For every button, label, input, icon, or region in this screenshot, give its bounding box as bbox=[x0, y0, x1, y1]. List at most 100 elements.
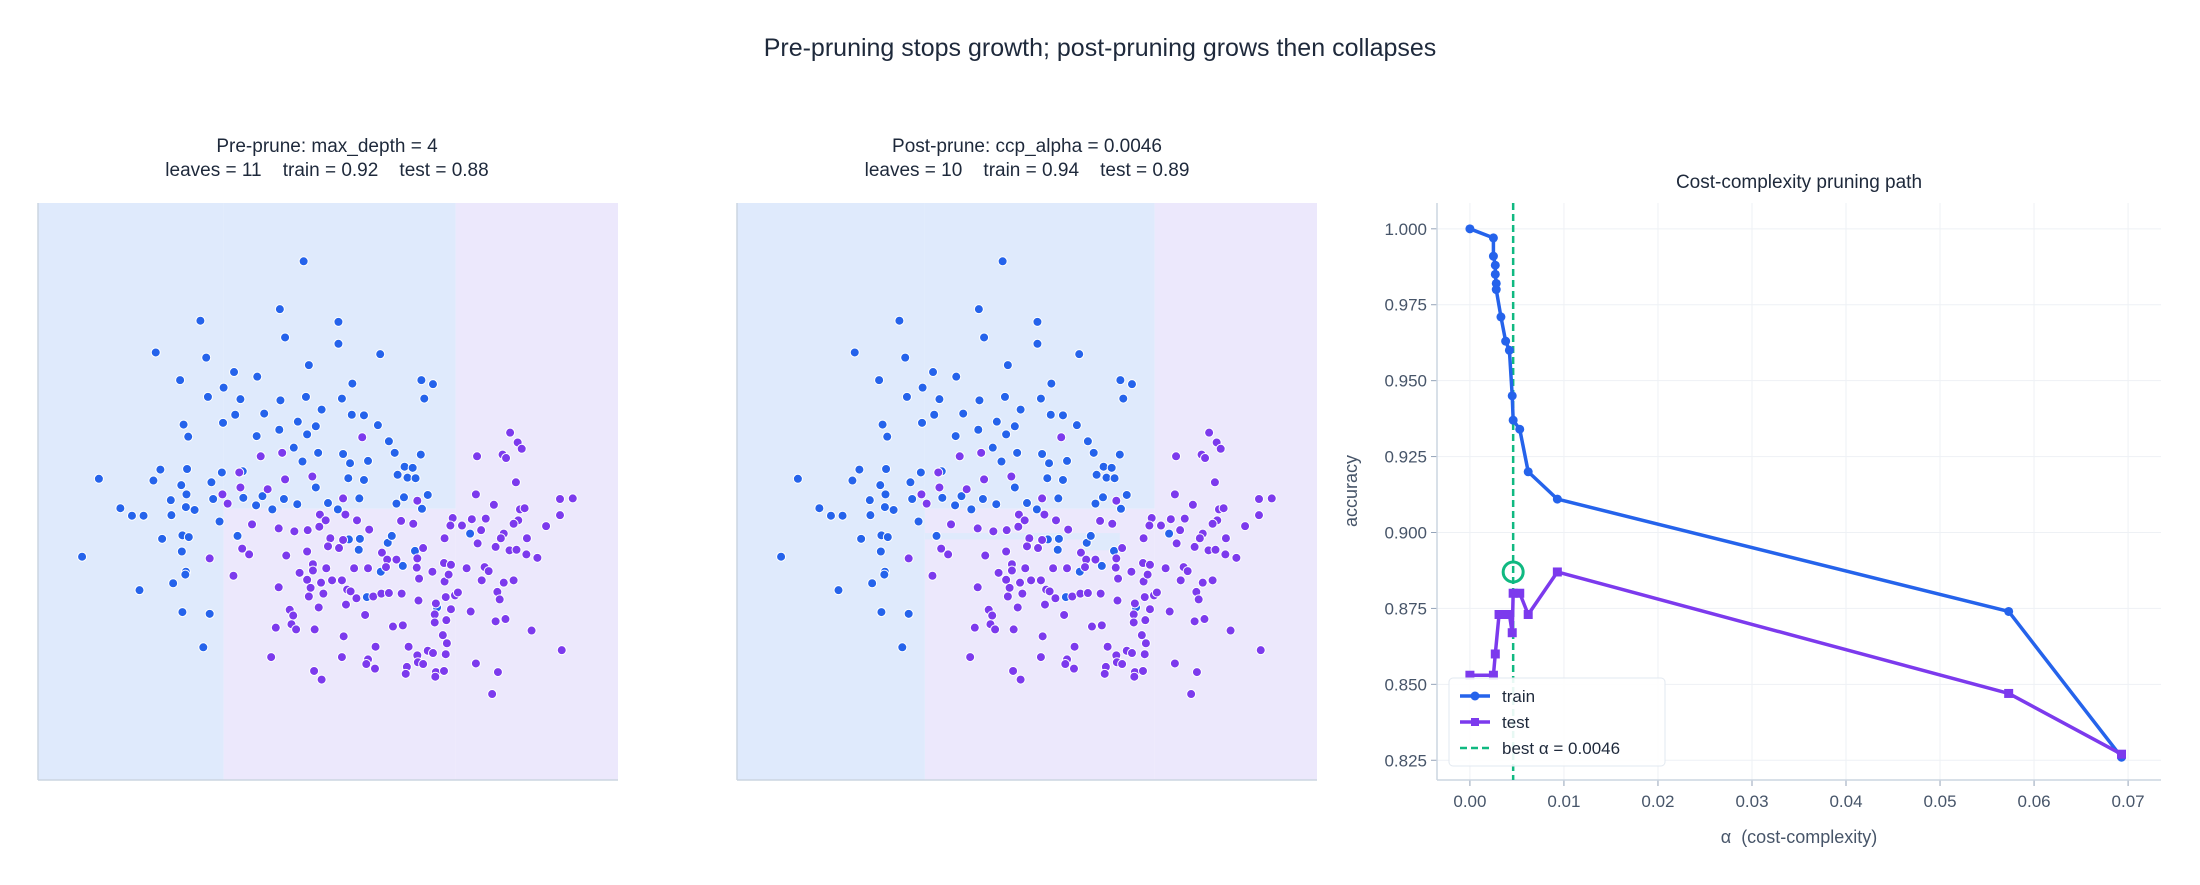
data-point-class1 bbox=[396, 588, 407, 599]
data-point-class0 bbox=[1032, 338, 1043, 349]
data-point-class0 bbox=[934, 394, 945, 405]
data-point-class1 bbox=[1037, 493, 1048, 504]
data-point-class1 bbox=[1020, 563, 1031, 574]
data-point-class1 bbox=[1099, 668, 1110, 679]
data-point-class0 bbox=[881, 463, 892, 474]
series-test-marker bbox=[1504, 609, 1514, 619]
data-point-class0 bbox=[999, 391, 1010, 402]
data-point-class1 bbox=[1204, 427, 1215, 438]
data-point-class1 bbox=[1095, 588, 1106, 599]
data-point-class0 bbox=[1044, 458, 1055, 469]
data-point-class0 bbox=[216, 467, 227, 478]
data-point-class1 bbox=[383, 588, 394, 599]
data-point-class1 bbox=[280, 474, 291, 485]
data-point-class1 bbox=[1175, 575, 1186, 586]
data-point-class1 bbox=[1063, 524, 1074, 535]
data-point-class1 bbox=[466, 514, 477, 525]
series-test-marker bbox=[1507, 628, 1517, 638]
data-point-class0 bbox=[1115, 375, 1126, 386]
data-point-class1 bbox=[1197, 577, 1208, 588]
data-point-class1 bbox=[403, 641, 414, 652]
data-point-class1 bbox=[476, 575, 487, 586]
data-point-class1 bbox=[1171, 538, 1182, 549]
data-point-class0 bbox=[814, 503, 825, 514]
data-point-class1 bbox=[1144, 520, 1155, 531]
data-point-class1 bbox=[1220, 533, 1231, 544]
data-point-class1 bbox=[427, 566, 438, 577]
data-point-class0 bbox=[854, 464, 865, 475]
data-point-class0 bbox=[1164, 528, 1175, 539]
data-point-class0 bbox=[347, 378, 358, 389]
data-point-class1 bbox=[244, 549, 255, 560]
y-axis-label: accuracy bbox=[1341, 455, 1361, 527]
data-point-class0 bbox=[195, 315, 206, 326]
data-point-class1 bbox=[228, 570, 239, 581]
data-point-class1 bbox=[972, 582, 983, 593]
data-point-class1 bbox=[441, 638, 452, 649]
data-point-class1 bbox=[338, 631, 349, 642]
data-point-class1 bbox=[487, 689, 498, 700]
data-point-class0 bbox=[343, 473, 354, 484]
data-point-class0 bbox=[278, 494, 289, 505]
data-point-class1 bbox=[1095, 515, 1106, 526]
data-point-class1 bbox=[1037, 534, 1048, 545]
series-test-marker bbox=[1465, 670, 1475, 680]
data-point-class1 bbox=[1068, 663, 1079, 674]
data-point-class1 bbox=[508, 575, 519, 586]
data-point-class1 bbox=[413, 595, 424, 606]
data-point-class1 bbox=[1240, 521, 1251, 532]
data-point-class0 bbox=[134, 585, 145, 596]
data-point-class1 bbox=[445, 604, 456, 615]
data-point-class1 bbox=[1199, 614, 1210, 625]
data-point-class0 bbox=[979, 332, 990, 343]
data-point-class1 bbox=[437, 630, 448, 641]
data-point-class0 bbox=[973, 304, 984, 315]
data-point-class0 bbox=[251, 500, 262, 511]
x-tick-label: 0.01 bbox=[1547, 792, 1580, 811]
scatter-plot-area bbox=[736, 203, 1317, 781]
data-point-class1 bbox=[1126, 566, 1137, 577]
data-point-class0 bbox=[958, 408, 969, 419]
data-point-class0 bbox=[928, 367, 939, 378]
data-point-class1 bbox=[1086, 621, 1097, 632]
data-point-class0 bbox=[288, 442, 299, 453]
data-point-class1 bbox=[273, 582, 284, 593]
series-train-marker bbox=[1488, 251, 1498, 261]
data-point-class0 bbox=[1090, 498, 1101, 509]
data-point-class1 bbox=[508, 518, 519, 529]
scatter-plot-area bbox=[37, 203, 618, 781]
data-point-class0 bbox=[931, 530, 942, 541]
data-point-class1 bbox=[488, 499, 499, 510]
data-point-class1 bbox=[338, 534, 349, 545]
data-point-class0 bbox=[310, 482, 321, 493]
data-point-class0 bbox=[1035, 393, 1046, 404]
data-point-class0 bbox=[354, 493, 365, 504]
decision-region-class-1 bbox=[1154, 203, 1317, 780]
data-point-class1 bbox=[526, 625, 537, 636]
data-point-class0 bbox=[175, 375, 186, 386]
data-point-class1 bbox=[1059, 609, 1070, 620]
data-point-class1 bbox=[412, 553, 423, 564]
data-point-class0 bbox=[987, 442, 998, 453]
data-point-class0 bbox=[399, 461, 410, 472]
data-point-class1 bbox=[480, 513, 491, 524]
data-point-class1 bbox=[1110, 562, 1121, 573]
legend-train-marker bbox=[1470, 691, 1480, 701]
data-point-class0 bbox=[977, 494, 988, 505]
data-point-class0 bbox=[1082, 436, 1093, 447]
data-point-class1 bbox=[363, 563, 374, 574]
data-point-class0 bbox=[398, 492, 409, 503]
data-point-class1 bbox=[979, 474, 990, 485]
data-point-class0 bbox=[427, 379, 438, 390]
data-point-class1 bbox=[1039, 509, 1050, 520]
data-point-class0 bbox=[1009, 482, 1020, 493]
data-point-class1 bbox=[340, 509, 351, 520]
data-point-class0 bbox=[168, 578, 179, 589]
data-point-class0 bbox=[913, 516, 924, 527]
data-point-class0 bbox=[882, 431, 893, 442]
data-point-class0 bbox=[864, 495, 875, 506]
data-point-class1 bbox=[316, 674, 327, 685]
data-point-class0 bbox=[974, 395, 985, 406]
decision-region-class-1 bbox=[455, 203, 618, 780]
data-point-class1 bbox=[327, 575, 338, 586]
